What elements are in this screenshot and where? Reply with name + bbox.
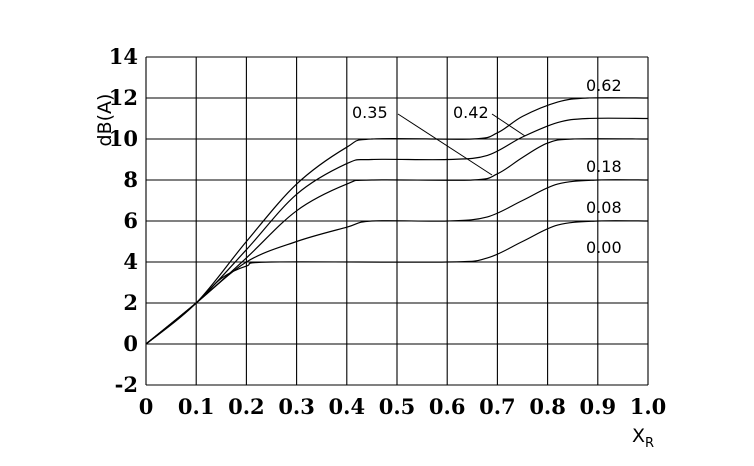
y-tick-label: 4 [123,249,138,274]
y-tick-label: 0 [123,331,138,356]
x-tick-label: 0.6 [429,394,466,419]
curve-label-0-35: 0.35 [352,103,388,122]
curves [145,97,649,345]
x-tick-labels: 0 0.1 0.2 0.3 0.4 0.5 0.6 0.7 0.8 0.9 1.0 [139,394,667,419]
series-line-0-18 [145,138,649,345]
x-tick-label: 0.2 [228,394,265,419]
curve-label-0-42: 0.42 [453,103,489,122]
curve-labels: 0.62 0.42 0.35 0.18 0.08 0.00 [352,76,622,257]
x-tick-label: 0.4 [329,394,366,419]
x-tick-label: 0.7 [479,394,516,419]
x-axis-label: XR [632,425,654,451]
series-line-0-42 [145,97,649,345]
y-tick-label: 14 [109,44,138,69]
x-tick-label: 0.1 [178,394,215,419]
leader-0-35 [397,113,493,176]
y-axis-label: dB(A) [94,94,116,147]
curve-label-0-08: 0.08 [586,198,622,217]
x-tick-label: 0.5 [379,394,416,419]
x-tick-label: 0.3 [278,394,315,419]
y-tick-labels: -2 0 2 4 6 8 10 12 14 [109,44,138,397]
curve-label-0-62: 0.62 [586,76,622,95]
x-tick-label: 1.0 [630,394,667,419]
y-tick-label: -2 [115,372,138,397]
y-tick-label: 8 [123,167,138,192]
x-tick-label: 0.9 [580,394,617,419]
x-axis-label-subscript: R [645,436,654,451]
curve-label-0-00: 0.00 [586,238,622,257]
y-tick-label: 12 [109,85,138,110]
leader-0-42 [491,113,526,137]
x-tick-label: 0 [139,394,154,419]
curve-label-0-18: 0.18 [586,157,622,176]
series-line-0-08 [145,179,649,345]
leader-lines [397,113,526,176]
series-line-0-35 [145,117,649,345]
y-tick-label: 10 [109,126,138,151]
x-axis-label-main: X [632,425,645,447]
x-tick-label: 0.8 [529,394,566,419]
y-tick-label: 6 [123,208,138,233]
y-tick-label: 2 [123,290,138,315]
